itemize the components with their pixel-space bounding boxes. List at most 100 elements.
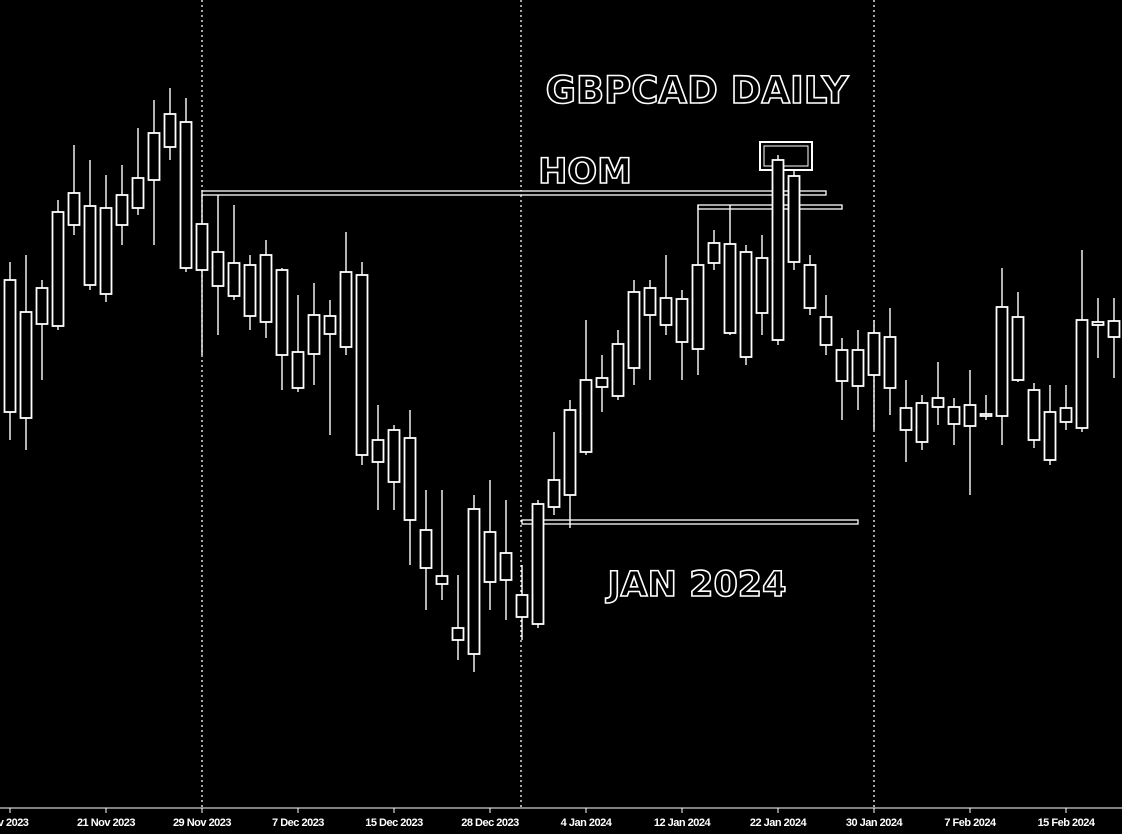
- candle: [899, 380, 913, 462]
- candle: [531, 500, 545, 628]
- candle-body: [339, 271, 353, 348]
- candle: [915, 395, 929, 450]
- x-tick-label: 4 Jan 2024: [561, 817, 613, 829]
- candle: [1075, 250, 1089, 432]
- candle-body: [675, 298, 689, 343]
- candle: [35, 280, 49, 380]
- candle-body: [947, 406, 961, 425]
- candle: [419, 490, 433, 610]
- x-tick-label: 22 Jan 2024: [750, 817, 808, 829]
- candle-body: [499, 552, 513, 581]
- candle: [771, 155, 785, 345]
- candle-body: [787, 175, 801, 263]
- x-tick-label: 28 Dec 2023: [461, 817, 519, 829]
- candle: [979, 395, 993, 420]
- candle-body: [291, 351, 305, 389]
- candle: [467, 495, 481, 672]
- x-tick-label: 12 Jan 2024: [654, 817, 712, 829]
- candle: [787, 170, 801, 270]
- candle-body: [355, 274, 369, 456]
- x-tick-label: 29 Nov 2023: [173, 817, 231, 829]
- candle: [883, 308, 897, 415]
- candle-body: [259, 254, 273, 323]
- candle-body: [1043, 411, 1057, 461]
- candle-body: [307, 314, 321, 355]
- candle-body: [979, 413, 993, 417]
- candle-body: [1075, 319, 1089, 429]
- candle: [499, 500, 513, 620]
- candle: [547, 432, 561, 515]
- candle-body: [1027, 389, 1041, 441]
- candle: [291, 295, 305, 392]
- x-tick-label: 7 Feb 2024: [944, 817, 997, 829]
- highlight-box: [759, 141, 813, 171]
- candle: [243, 255, 257, 330]
- candle-body: [819, 316, 833, 346]
- candle-body: [147, 132, 161, 181]
- candle: [131, 128, 145, 215]
- candle-body: [211, 251, 225, 287]
- candle-body: [659, 297, 673, 326]
- candle-body: [19, 311, 33, 419]
- candle-body: [435, 575, 449, 585]
- candle-body: [179, 121, 193, 269]
- candle: [739, 245, 753, 365]
- candle-body: [35, 287, 49, 325]
- candle: [627, 280, 641, 385]
- candle: [371, 405, 385, 510]
- candle-body: [67, 192, 81, 226]
- candle-body: [883, 336, 897, 389]
- candle-body: [323, 315, 337, 335]
- candle: [211, 195, 225, 335]
- highlight-box-inner: [763, 145, 809, 167]
- candle: [163, 88, 177, 160]
- level-line: [521, 519, 859, 525]
- candle-body: [755, 257, 769, 314]
- candle-body: [595, 377, 609, 388]
- chart-title: GBPCAD DAILY: [546, 69, 850, 112]
- annotation: JAN 2024: [606, 565, 787, 605]
- candle-body: [1091, 321, 1105, 326]
- candle-body: [771, 159, 785, 341]
- candle-body: [243, 264, 257, 317]
- candle-body: [227, 262, 241, 297]
- candle-body: [739, 251, 753, 358]
- candle: [275, 268, 289, 390]
- candle: [435, 490, 449, 600]
- candle: [819, 295, 833, 355]
- candle-body: [995, 306, 1009, 417]
- candle-body: [579, 379, 593, 453]
- candle-body: [483, 531, 497, 583]
- candle-body: [467, 508, 481, 655]
- candle-body: [371, 439, 385, 463]
- candle: [51, 200, 65, 330]
- candle-body: [851, 349, 865, 387]
- candle: [723, 205, 737, 335]
- candle: [259, 240, 273, 338]
- candle-body: [963, 404, 977, 427]
- level-line: [697, 204, 843, 210]
- candle: [1091, 298, 1105, 358]
- candle-body: [611, 343, 625, 397]
- x-tick-label: 7 Dec 2023: [272, 817, 324, 829]
- candle: [755, 235, 769, 335]
- candle-body: [115, 194, 129, 226]
- candle: [963, 370, 977, 495]
- candle-body: [915, 402, 929, 443]
- candle: [1107, 298, 1121, 378]
- candle: [835, 338, 849, 420]
- candle-body: [387, 429, 401, 483]
- candle-body: [835, 349, 849, 382]
- candle-body: [1059, 407, 1073, 423]
- candle: [147, 100, 161, 245]
- candle: [1059, 385, 1073, 430]
- candle: [339, 232, 353, 355]
- candle: [1027, 383, 1041, 448]
- candle-body: [195, 223, 209, 271]
- candle: [67, 145, 81, 235]
- x-tick-label: 21 Nov 2023: [77, 817, 135, 829]
- x-tick-label: 15 Feb 2024: [1038, 817, 1096, 829]
- candle: [707, 230, 721, 270]
- candle-body: [931, 397, 945, 408]
- candle: [611, 330, 625, 400]
